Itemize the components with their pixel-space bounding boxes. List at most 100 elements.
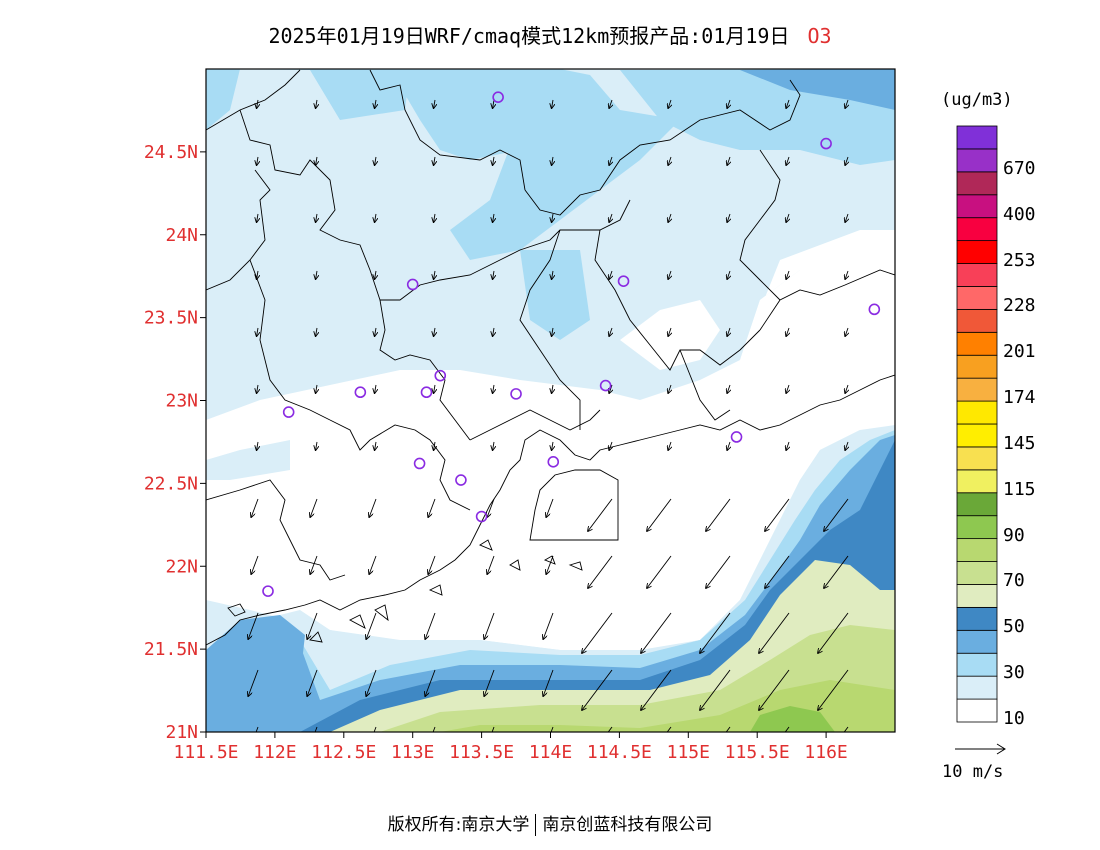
wind-vector-field bbox=[248, 99, 849, 732]
wind-arrow bbox=[727, 99, 730, 108]
wind-arrow bbox=[493, 270, 494, 279]
station-marker bbox=[820, 137, 832, 150]
colorbar-swatch bbox=[956, 538, 998, 562]
wind-arrow bbox=[845, 99, 848, 108]
wind-arrow bbox=[434, 270, 435, 279]
lon-tick-label: 113.5E bbox=[449, 742, 514, 763]
wind-reference-arrow bbox=[955, 743, 1006, 755]
wind-arrow bbox=[641, 669, 672, 710]
wind-arrow bbox=[609, 441, 612, 450]
wind-arrow bbox=[727, 156, 730, 165]
wind-arrow bbox=[375, 270, 376, 279]
colorbar-swatch bbox=[956, 423, 998, 448]
colorbar-swatch bbox=[956, 217, 998, 242]
wind-arrow bbox=[552, 213, 553, 222]
wind-arrow bbox=[647, 498, 672, 531]
wind-arrow bbox=[434, 327, 435, 336]
wind-arrow bbox=[484, 612, 495, 639]
wind-arrow bbox=[375, 99, 376, 108]
station-marker bbox=[262, 585, 274, 597]
wind-arrow bbox=[582, 669, 613, 710]
colorbar-swatch bbox=[956, 125, 998, 150]
wind-arrow bbox=[316, 270, 317, 279]
wind-arrow bbox=[786, 270, 789, 279]
station-marker bbox=[434, 369, 447, 382]
colorbar-label: 90 bbox=[1003, 524, 1025, 546]
lon-tick-label: 112.5E bbox=[311, 742, 376, 763]
wind-arrow bbox=[257, 213, 258, 222]
wind-arrow bbox=[255, 726, 259, 732]
wind-arrow bbox=[668, 99, 671, 108]
station-marker bbox=[420, 386, 433, 399]
wind-arrow bbox=[845, 270, 848, 279]
station-marker bbox=[617, 275, 630, 287]
lon-tick-label: 116E bbox=[804, 742, 847, 763]
wind-arrow bbox=[845, 327, 848, 336]
wind-arrow bbox=[765, 498, 790, 531]
station-marker bbox=[730, 431, 743, 443]
colorbar-swatch bbox=[956, 171, 998, 196]
wind-arrow bbox=[369, 555, 377, 574]
colorbar-swatch bbox=[956, 331, 998, 356]
wind-arrow bbox=[700, 612, 731, 653]
wind-arrow bbox=[609, 327, 612, 336]
wind-arrow bbox=[759, 612, 790, 653]
wind-arrow bbox=[373, 726, 377, 732]
wind-arrow bbox=[428, 498, 436, 517]
colorbar-label: 253 bbox=[1003, 249, 1036, 271]
wind-arrow bbox=[609, 270, 612, 279]
station-marker bbox=[492, 91, 504, 103]
wind-arrow bbox=[641, 612, 672, 653]
wind-arrow bbox=[543, 612, 554, 639]
colorbar bbox=[956, 125, 998, 723]
wind-arrow bbox=[316, 441, 317, 450]
wind-arrow bbox=[316, 384, 317, 393]
colorbar-swatch bbox=[956, 308, 998, 333]
colorbar-swatch bbox=[956, 446, 998, 471]
wind-arrow bbox=[493, 441, 494, 450]
lon-tick-label: 115.5E bbox=[725, 742, 790, 763]
lat-tick-label: 24N bbox=[165, 225, 198, 246]
wind-arrow bbox=[257, 99, 258, 108]
wind-arrow bbox=[588, 498, 613, 531]
wind-arrow bbox=[588, 555, 613, 588]
wind-arrow bbox=[310, 498, 318, 517]
wind-arrow bbox=[251, 498, 259, 517]
wind-arrow bbox=[307, 612, 318, 639]
wind-arrow bbox=[375, 213, 376, 222]
wind-arrow bbox=[484, 669, 495, 696]
colorbar-swatch bbox=[956, 194, 998, 219]
wind-arrow bbox=[845, 441, 848, 450]
station-marker bbox=[413, 457, 426, 470]
wind-arrow bbox=[668, 156, 671, 165]
wind-arrow bbox=[818, 612, 849, 653]
wind-arrow bbox=[425, 612, 436, 639]
wind-arrow bbox=[647, 555, 672, 588]
wind-arrow bbox=[257, 441, 258, 450]
wind-arrow bbox=[552, 156, 553, 165]
wind-arrow bbox=[706, 498, 731, 531]
wind-arrow bbox=[257, 156, 258, 165]
wind-arrow bbox=[316, 99, 317, 108]
colorbar-swatch bbox=[956, 698, 998, 723]
lat-tick-label: 22N bbox=[165, 556, 198, 577]
wind-arrow bbox=[487, 555, 495, 574]
lat-tick-label: 22.5N bbox=[144, 473, 198, 494]
colorbar-swatch bbox=[956, 400, 998, 425]
wind-arrow bbox=[786, 327, 789, 336]
wind-arrow bbox=[706, 555, 731, 588]
wind-arrow bbox=[845, 213, 848, 222]
colorbar-swatch bbox=[956, 377, 998, 402]
lat-tick-label: 21N bbox=[165, 722, 198, 743]
wind-arrow bbox=[316, 156, 317, 165]
colorbar-swatch bbox=[956, 584, 998, 608]
wind-arrow bbox=[668, 327, 671, 336]
wind-arrow bbox=[257, 384, 258, 393]
station-marker bbox=[599, 379, 612, 392]
colorbar-label: 145 bbox=[1003, 432, 1036, 454]
colorbar-swatch bbox=[956, 629, 998, 654]
wind-reference-label: 10 m/s bbox=[942, 762, 1004, 782]
wind-arrow bbox=[552, 441, 553, 450]
wind-arrow bbox=[493, 327, 494, 336]
